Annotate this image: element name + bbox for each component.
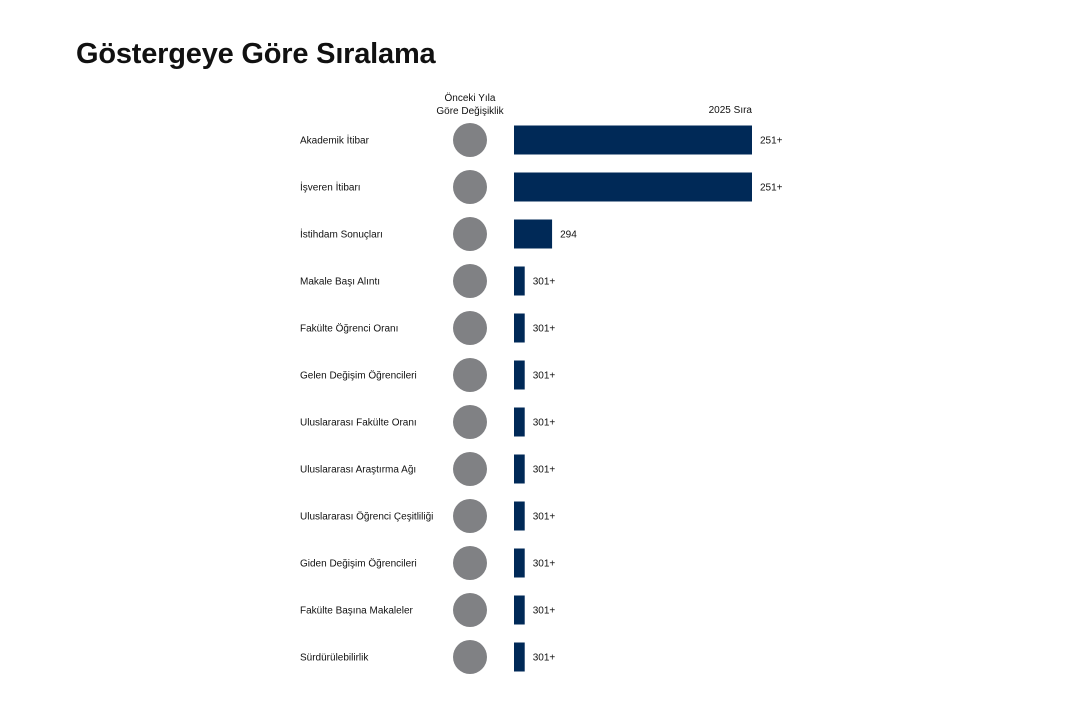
chart-row: İstihdam Sonuçları 294: [300, 217, 577, 251]
chart-row: Fakülte Başına Makaleler 301+: [300, 593, 555, 627]
indicator-label: Akademik İtibar: [300, 134, 370, 147]
change-indicator-circle: [453, 593, 487, 627]
change-indicator-circle: [453, 499, 487, 533]
change-column-header: Önceki Yıla Göre Değişiklik: [420, 92, 520, 118]
change-indicator-circle: [453, 217, 487, 251]
change-indicator-circle: [453, 452, 487, 486]
page-title: Göstergeye Göre Sıralama: [76, 38, 436, 70]
change-indicator-circle: [453, 640, 487, 674]
change-indicator-circle: [453, 170, 487, 204]
change-indicator-circle: [453, 405, 487, 439]
rank-value-label: 251+: [760, 183, 783, 194]
rank-value-label: 301+: [533, 418, 556, 429]
rank-value-label: 301+: [533, 653, 556, 664]
rank-value-label: 251+: [760, 136, 783, 147]
change-indicator-circle: [453, 311, 487, 345]
rank-bar: [514, 313, 525, 343]
change-header-line2: Göre Değişiklik: [436, 106, 504, 117]
rank-value-label: 301+: [533, 465, 556, 476]
chart-row: Gelen Değişim Öğrencileri 301+: [300, 358, 555, 392]
chart-row: Makale Başı Alıntı 301+: [300, 264, 555, 298]
rank-bar: [514, 454, 525, 484]
indicator-label: Gelen Değişim Öğrencileri: [300, 370, 417, 382]
rank-value-label: 301+: [533, 324, 556, 335]
rank-bar: [514, 642, 525, 672]
chart-row: Fakülte Öğrenci Oranı 301+: [300, 311, 555, 345]
rank-bar: [514, 595, 525, 625]
rank-value-label: 301+: [533, 559, 556, 570]
chart-row: Sürdürülebilirlik 301+: [300, 640, 555, 674]
indicator-label: Uluslararası Öğrenci Çeşitliliği: [300, 511, 433, 523]
chart-row: Giden Değişim Öğrencileri 301+: [300, 546, 555, 580]
indicator-label: Uluslararası Araştırma Ağı: [300, 465, 416, 476]
rank-value-label: 294: [560, 230, 577, 241]
indicator-label: Makale Başı Alıntı: [300, 277, 380, 288]
rank-value-label: 301+: [533, 277, 556, 288]
change-indicator-circle: [453, 123, 487, 157]
indicator-label: Fakülte Başına Makaleler: [300, 606, 414, 617]
chart-row: Uluslararası Fakülte Oranı 301+: [300, 405, 555, 439]
indicator-label: İşveren İtibarı: [300, 181, 361, 194]
indicator-label: Uluslararası Fakülte Oranı: [300, 418, 417, 429]
chart-row: Uluslararası Araştırma Ağı 301+: [300, 452, 555, 486]
chart-row: İşveren İtibarı 251+: [300, 170, 783, 204]
rank-bar: [514, 125, 752, 155]
rank-bar: [514, 501, 525, 531]
chart-row: Uluslararası Öğrenci Çeşitliliği 301+: [300, 499, 555, 533]
change-header-line1: Önceki Yıla: [444, 93, 496, 104]
rank-value-label: 301+: [533, 371, 556, 382]
rank-bar: [514, 172, 752, 202]
indicator-label: Giden Değişim Öğrencileri: [300, 558, 417, 570]
rank-value-label: 301+: [533, 606, 556, 617]
indicator-label: İstihdam Sonuçları: [300, 228, 383, 241]
change-indicator-circle: [453, 264, 487, 298]
rank-column-header: 2025 Sıra: [708, 105, 752, 116]
rank-bar: [514, 407, 525, 437]
indicator-label: Fakülte Öğrenci Oranı: [300, 323, 398, 335]
change-indicator-circle: [453, 358, 487, 392]
rank-bar: [514, 548, 525, 578]
rank-bar: [514, 360, 525, 390]
change-indicator-circle: [453, 546, 487, 580]
rank-bar: [514, 266, 525, 296]
chart-row: Akademik İtibar 251+: [300, 123, 783, 157]
rank-bar: [514, 219, 553, 249]
rank-value-label: 301+: [533, 512, 556, 523]
indicator-label: Sürdürülebilirlik: [300, 653, 369, 664]
